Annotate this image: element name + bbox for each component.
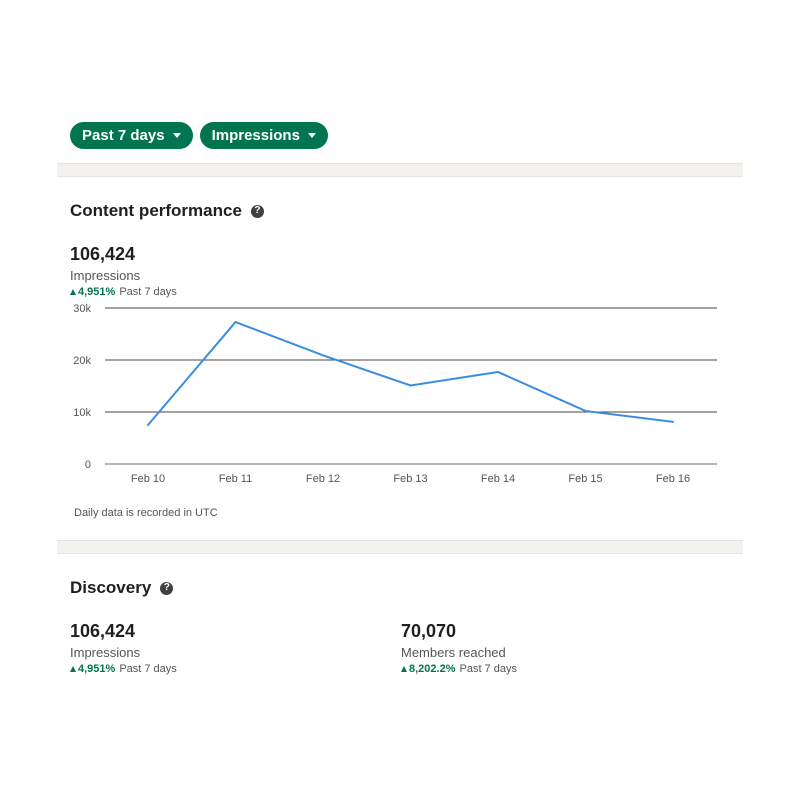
data-point [409,384,412,387]
metric-label: Members reached [401,645,506,660]
arrow-up-icon [401,666,407,672]
metric-change: 4,951% Past 7 days [70,662,177,676]
metric-value: 70,070 [401,621,457,641]
metric-change-percent: 4,951% [78,663,116,675]
metric-value: 106,424 [70,621,136,641]
arrow-up-icon [70,289,76,295]
metric-change-period: Past 7 days [119,663,177,675]
data-point [584,409,587,412]
section-divider [57,163,743,177]
data-point [147,424,149,426]
period-filter-button[interactable]: Past 7 days [70,122,193,149]
x-tick-label: Feb 14 [481,473,515,485]
data-point [322,354,324,357]
metric-filter-label: Impressions [211,127,300,144]
y-tick-label: 30k [73,303,91,315]
question-circle-icon[interactable]: ? [160,581,174,595]
caret-down-icon [172,133,181,138]
y-tick-label: 0 [85,459,91,471]
metric-label: Impressions [70,268,141,283]
metric-change-period: Past 7 days [459,663,517,675]
metric-value: 106,424 [70,244,136,264]
metric-change: 4,951% Past 7 days [70,285,177,299]
section-divider [57,540,743,554]
x-tick-label: Feb 13 [393,473,427,485]
metric-label: Impressions [70,645,141,660]
content-performance-metric: 106,424 Impressions 4,951% Past 7 days [70,243,177,299]
x-tick-label: Feb 15 [568,473,602,485]
x-tick-label: Feb 16 [656,473,690,485]
content-performance-title-text: Content performance [70,201,242,220]
x-tick-label: Feb 11 [219,473,252,485]
data-point [234,321,237,324]
discovery-title-text: Discovery [70,578,152,597]
discovery-impressions-metric: 106,424 Impressions 4,951% Past 7 days [70,620,177,676]
caret-down-icon [307,133,316,138]
arrow-up-icon [70,666,76,672]
data-point [497,370,499,373]
y-tick-label: 20k [73,355,91,367]
metric-change: 8,202.2% Past 7 days [401,662,517,676]
metric-change-percent: 4,951% [78,286,116,298]
x-tick-label: Feb 10 [131,473,165,485]
metric-change-period: Past 7 days [119,286,177,298]
period-filter-label: Past 7 days [82,127,165,144]
impressions-series-line [147,321,674,426]
x-tick-label: Feb 12 [306,473,340,485]
y-tick-label: 10k [73,407,91,419]
filter-bar: Past 7 days Impressions [70,122,328,149]
question-circle-icon[interactable]: ? [250,204,264,218]
content-performance-title: Content performance ? [70,201,264,221]
chart-footnote: Daily data is recorded in UTC [74,507,218,519]
metric-change-percent: 8,202.2% [409,663,456,675]
data-point [672,420,674,423]
discovery-title: Discovery ? [70,578,174,598]
discovery-members-metric: 70,070 Members reached 8,202.2% Past 7 d… [401,620,517,676]
impressions-line-chart: 0 10k 20k 30k Feb 10 Feb 11 Feb 12 Feb 13 Feb 14… [73,303,717,485]
metric-filter-button[interactable]: Impressions [199,122,328,149]
